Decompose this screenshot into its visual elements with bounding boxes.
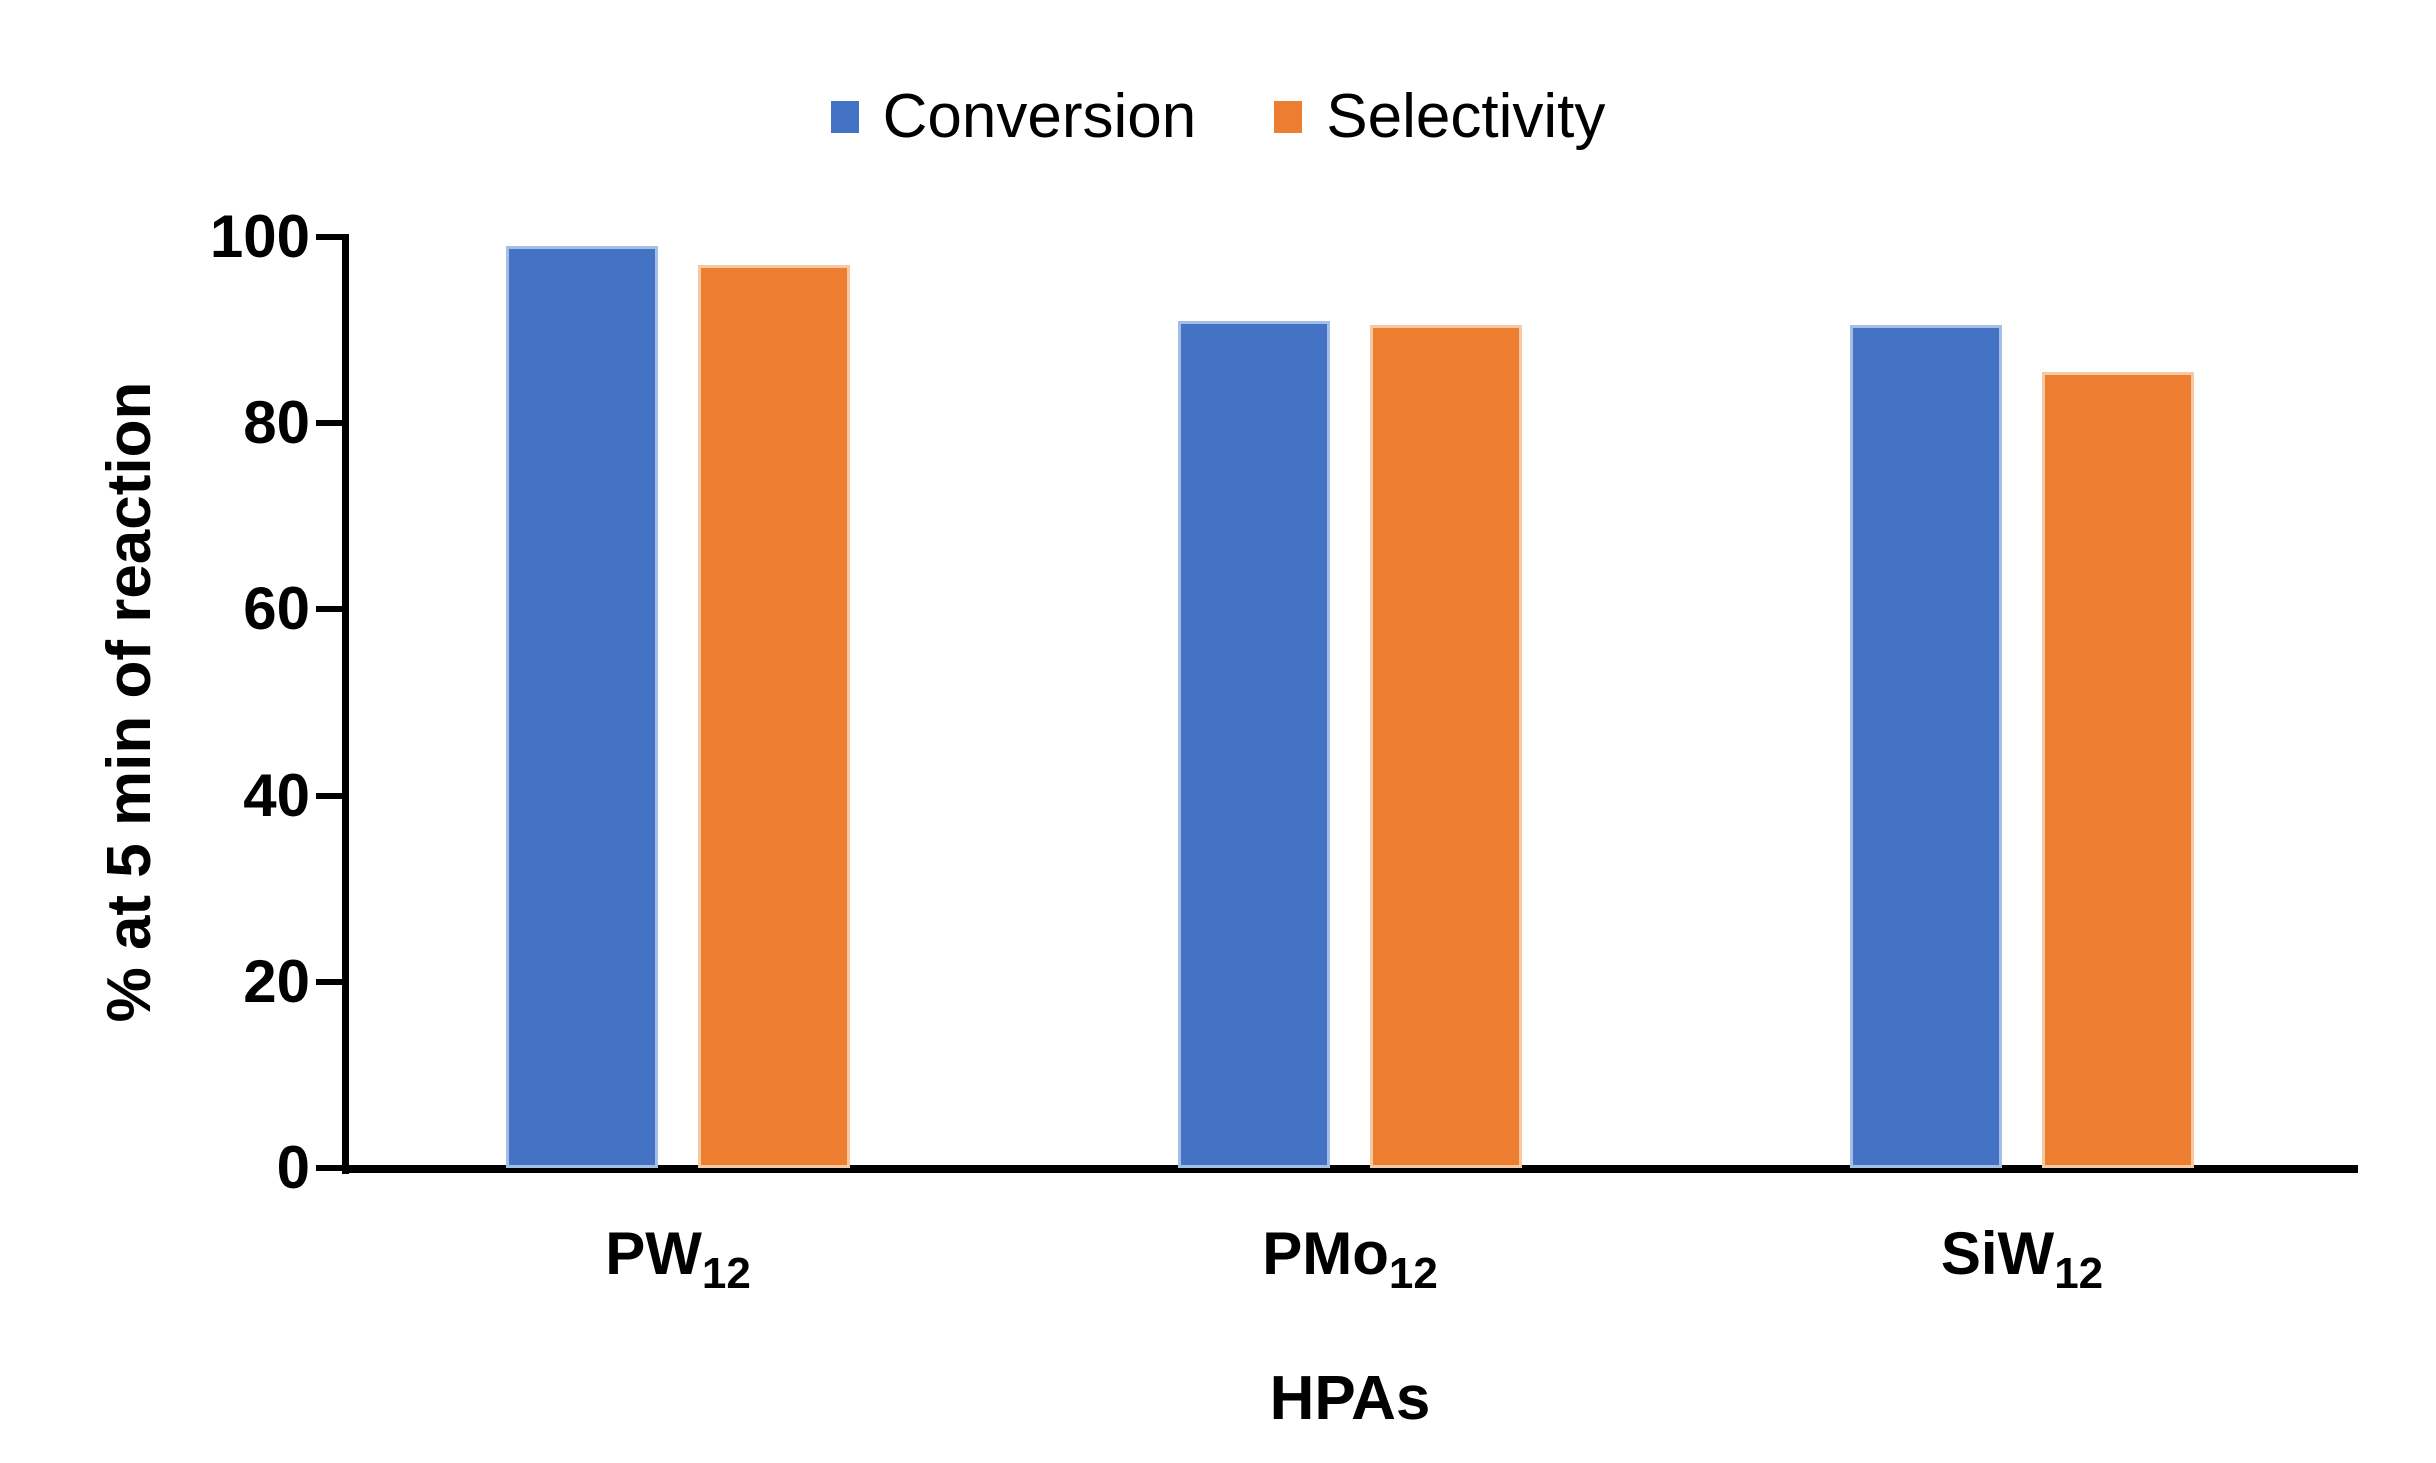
bar-selectivity-siw12: [2042, 371, 2194, 1168]
y-tick-mark-80: [316, 420, 342, 427]
category-base-text: PW: [605, 1220, 702, 1287]
bar-selectivity-pw12: [698, 264, 850, 1168]
bar-conversion-pmo12: [1178, 320, 1330, 1168]
y-tick-label-60: 60: [243, 575, 310, 643]
legend-swatch-selectivity: [1274, 101, 1303, 133]
y-tick-label-100: 100: [209, 203, 310, 270]
x-category-label-siw12: SiW12: [1686, 1224, 2358, 1296]
y-tick-mark-40: [316, 792, 342, 799]
y-tick-mark-0: [316, 1165, 342, 1171]
legend-swatch-conversion: [830, 101, 859, 133]
x-axis-line: [342, 1165, 2358, 1173]
y-tick-label-40: 40: [243, 761, 310, 829]
y-tick-label-0: 0: [276, 1134, 310, 1201]
x-category-label-pmo12: PMo12: [1014, 1224, 1686, 1296]
y-axis-line: [342, 234, 349, 1174]
legend-item-conversion: Conversion: [830, 82, 1197, 151]
y-axis-title: % at 5 min of reaction: [95, 381, 164, 1023]
x-axis-title: HPAs: [1269, 1364, 1431, 1433]
y-tick-label-20: 20: [243, 947, 310, 1015]
category-subscript-text: 12: [2054, 1249, 2104, 1298]
bar-conversion-siw12: [1850, 325, 2002, 1168]
x-category-label-pw12: PW12: [342, 1224, 1014, 1296]
bar-conversion-pw12: [506, 246, 658, 1168]
bar-selectivity-pmo12: [1370, 325, 1522, 1168]
category-base-text: PMo: [1262, 1220, 1389, 1287]
category-subscript-text: 12: [1388, 1249, 1438, 1298]
legend-item-selectivity: Selectivity: [1274, 86, 1605, 148]
y-tick-mark-20: [316, 978, 342, 985]
y-tick-mark-60: [316, 606, 342, 613]
category-subscript-text: 12: [701, 1249, 751, 1298]
y-tick-mark-100: [316, 234, 342, 240]
y-tick-label-80: 80: [243, 389, 310, 457]
category-base-text: SiW: [1940, 1220, 2055, 1287]
legend: Conversion Selectivity: [0, 72, 2436, 162]
legend-label: Conversion: [882, 82, 1197, 151]
legend-label: Selectivity: [1326, 82, 1606, 151]
